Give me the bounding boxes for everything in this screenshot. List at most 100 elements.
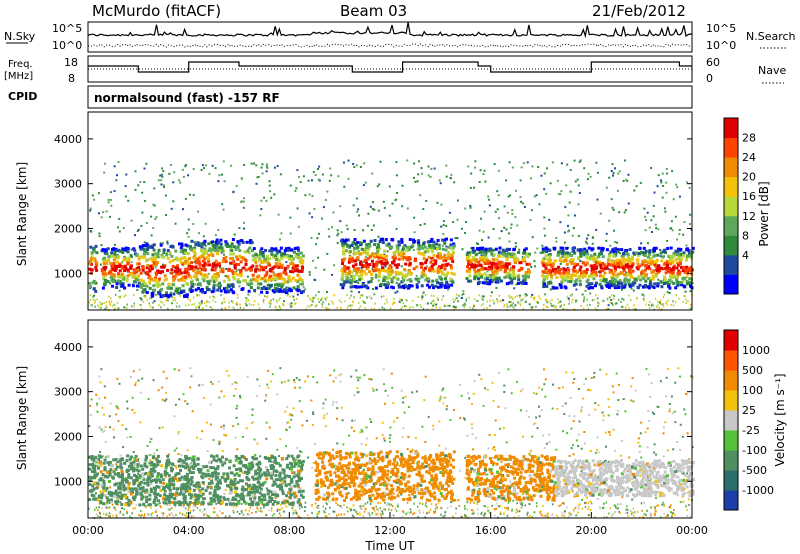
echo-cell bbox=[390, 285, 394, 289]
echo-cell bbox=[161, 485, 163, 487]
echo-cell bbox=[380, 262, 384, 266]
echo-cell bbox=[438, 400, 441, 402]
echo-cell bbox=[467, 260, 470, 263]
echo-cell bbox=[563, 471, 566, 474]
echo-cell bbox=[482, 230, 485, 233]
echo-cell bbox=[626, 280, 630, 284]
echo-cell bbox=[592, 257, 595, 261]
echo-cell bbox=[98, 232, 101, 235]
echo-cell bbox=[293, 298, 296, 301]
echo-cell bbox=[264, 295, 266, 298]
echo-cell bbox=[422, 291, 425, 294]
echo-cell bbox=[182, 252, 185, 255]
echo-cell bbox=[450, 257, 454, 261]
echo-cell bbox=[123, 264, 127, 268]
echo-cell bbox=[424, 441, 427, 443]
echo-cell bbox=[202, 242, 206, 246]
echo-cell bbox=[242, 227, 245, 230]
echo-cell bbox=[506, 252, 510, 256]
echo-cell bbox=[614, 241, 616, 244]
echo-cell bbox=[365, 261, 369, 265]
echo-cell bbox=[294, 302, 297, 305]
echo-cell bbox=[231, 272, 235, 276]
echo-cell bbox=[503, 205, 506, 208]
echo-cell bbox=[464, 231, 466, 234]
echo-cell bbox=[613, 265, 617, 269]
echo-cell bbox=[119, 501, 122, 504]
echo-cell bbox=[244, 268, 248, 272]
echo-cell bbox=[480, 250, 484, 254]
echo-cell bbox=[137, 255, 141, 259]
echo-cell bbox=[507, 368, 510, 371]
echo-cell bbox=[609, 433, 611, 436]
echo-cell bbox=[185, 295, 189, 298]
echo-cell bbox=[665, 301, 667, 304]
echo-cell bbox=[567, 253, 570, 257]
echo-cell bbox=[605, 308, 607, 311]
echo-cell bbox=[290, 302, 293, 305]
echo-cell bbox=[305, 419, 308, 422]
echo-cell bbox=[108, 464, 110, 466]
echo-cell bbox=[415, 283, 419, 287]
echo-cell bbox=[543, 275, 547, 278]
echo-cell bbox=[207, 242, 211, 246]
echo-cell bbox=[259, 252, 263, 256]
echo-cell bbox=[373, 239, 377, 242]
echo-cell bbox=[315, 305, 317, 308]
echo-cell bbox=[220, 251, 223, 254]
echo-cell bbox=[525, 294, 528, 297]
echo-cell bbox=[233, 233, 236, 236]
echo-cell bbox=[293, 381, 296, 384]
echo-cell bbox=[340, 231, 343, 234]
echo-cell bbox=[465, 269, 469, 273]
echo-cell bbox=[552, 247, 556, 251]
echo-cell bbox=[346, 276, 350, 280]
echo-cell bbox=[416, 180, 419, 183]
echo-cell bbox=[443, 284, 447, 288]
echo-cell bbox=[336, 241, 339, 244]
echo-cell bbox=[324, 297, 327, 300]
echo-cell bbox=[119, 512, 122, 515]
echo-cell bbox=[506, 271, 510, 275]
echo-cell bbox=[228, 306, 230, 308]
echo-cell bbox=[103, 282, 107, 286]
echo-cell bbox=[284, 247, 288, 251]
echo-cell bbox=[565, 251, 569, 255]
echo-cell bbox=[655, 305, 658, 308]
echo-cell bbox=[496, 502, 498, 505]
echo-cell bbox=[575, 300, 577, 303]
echo-cell bbox=[436, 254, 439, 258]
nave-label: Nave bbox=[758, 64, 786, 77]
echo-cell bbox=[117, 248, 121, 252]
echo-cell bbox=[106, 502, 109, 505]
echo-cell bbox=[675, 266, 679, 270]
echo-cell bbox=[341, 242, 345, 246]
echo-cell bbox=[650, 382, 653, 385]
echo-cell bbox=[341, 267, 345, 271]
echo-cell bbox=[328, 500, 331, 503]
echo-cell bbox=[154, 252, 156, 255]
echo-cell bbox=[190, 239, 194, 243]
echo-cell bbox=[203, 257, 207, 261]
echo-cell bbox=[294, 303, 296, 306]
echo-cell bbox=[571, 490, 574, 493]
echo-cell bbox=[332, 400, 335, 403]
echo-cell bbox=[211, 383, 214, 385]
echo-cell bbox=[222, 160, 225, 163]
echo-cell bbox=[616, 413, 619, 416]
echo-cell bbox=[353, 240, 356, 243]
echo-cell bbox=[445, 245, 448, 248]
echo-cell bbox=[430, 283, 434, 287]
echo-cell bbox=[597, 246, 601, 250]
echo-cell bbox=[197, 243, 201, 247]
echo-cell bbox=[365, 267, 369, 271]
echo-cell bbox=[113, 190, 116, 193]
echo-cell bbox=[417, 243, 421, 247]
echo-cell bbox=[309, 297, 311, 300]
echo-cell bbox=[638, 450, 641, 453]
echo-cell bbox=[453, 409, 455, 411]
echo-cell bbox=[444, 396, 447, 399]
echo-cell bbox=[422, 269, 426, 272]
echo-cell bbox=[375, 260, 379, 264]
echo-cell bbox=[278, 276, 282, 280]
